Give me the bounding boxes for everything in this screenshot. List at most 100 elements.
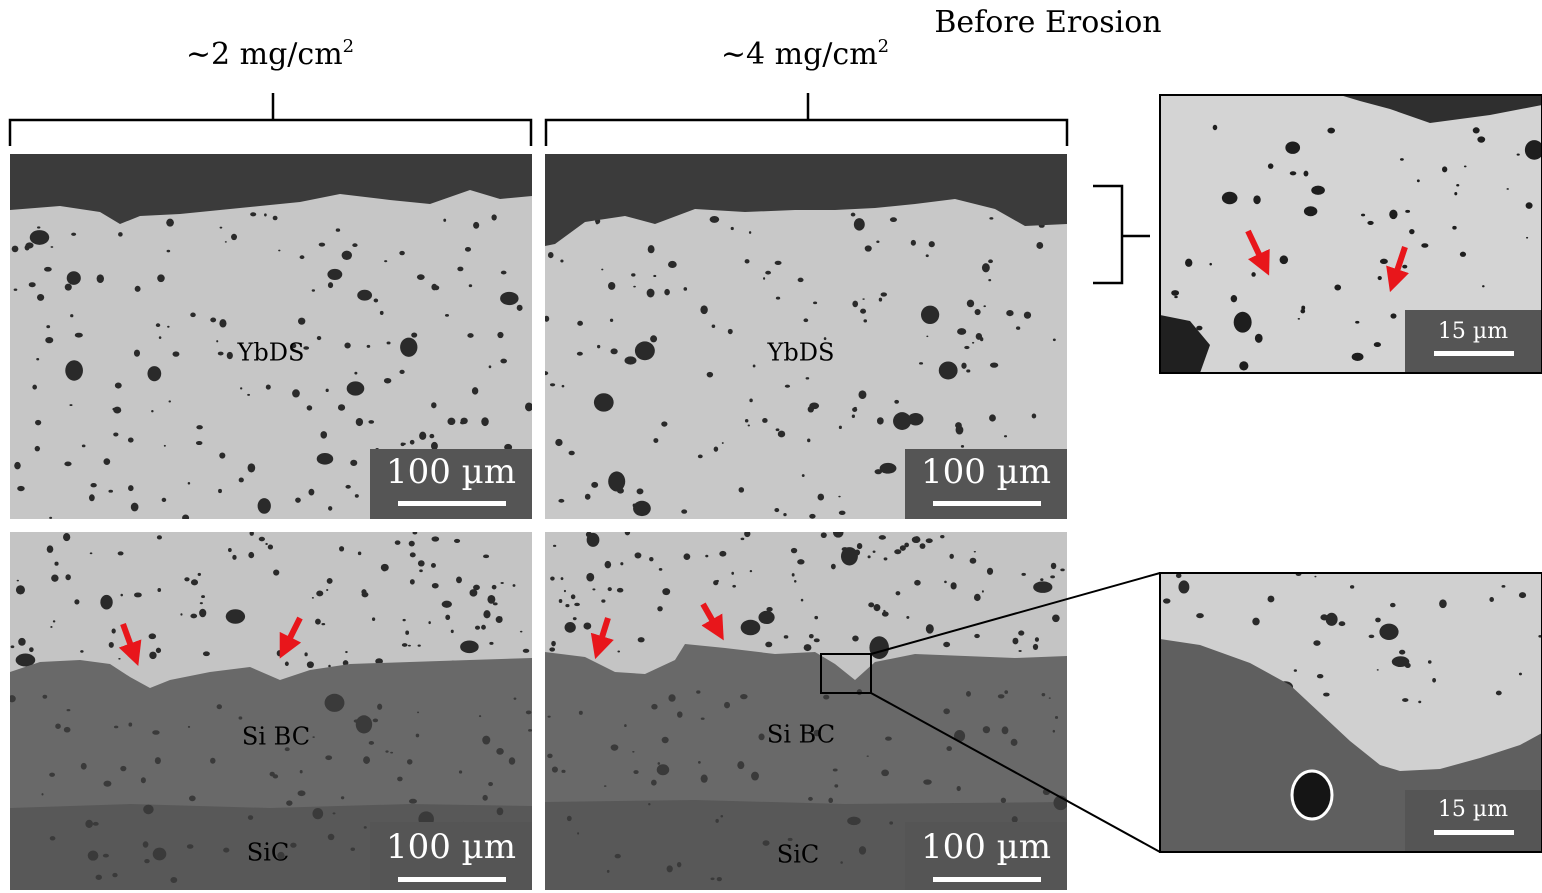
pore	[1304, 171, 1309, 177]
pore	[103, 854, 109, 858]
pore	[356, 418, 363, 426]
pore	[153, 848, 167, 861]
pore	[120, 766, 126, 771]
pore	[1421, 243, 1428, 248]
pore	[292, 389, 300, 397]
pore	[841, 547, 858, 565]
pore	[312, 736, 315, 738]
pore	[347, 381, 365, 395]
pore	[50, 626, 52, 628]
pore	[1004, 435, 1007, 437]
layer-label: YbDS	[237, 339, 305, 367]
pore	[867, 755, 869, 756]
pore	[859, 390, 867, 399]
pore	[720, 815, 723, 817]
pore	[1350, 585, 1354, 589]
pore	[164, 445, 166, 447]
pore	[1163, 598, 1170, 603]
pore	[989, 414, 996, 421]
pore	[483, 610, 490, 618]
pore	[857, 543, 862, 549]
pore	[1174, 296, 1178, 298]
pore	[748, 425, 750, 427]
pore	[1327, 128, 1335, 134]
pore	[225, 241, 227, 243]
pore	[268, 545, 273, 550]
pore	[345, 651, 348, 653]
layer-label: Si BC	[242, 723, 310, 751]
pore	[1046, 588, 1049, 590]
pore	[355, 494, 359, 498]
pore	[653, 275, 656, 277]
pore	[851, 213, 856, 217]
pore	[818, 494, 825, 501]
pore	[565, 604, 569, 607]
pore	[569, 451, 575, 455]
pore	[454, 539, 460, 543]
pore	[273, 216, 278, 221]
pore	[766, 607, 772, 612]
pore	[921, 306, 939, 324]
micrograph: 100 µm Si BC SiC	[545, 528, 1068, 890]
pore	[797, 559, 804, 564]
pore	[88, 850, 99, 860]
pore	[1506, 188, 1508, 190]
pore	[418, 645, 421, 647]
pore	[528, 729, 532, 732]
pore	[152, 730, 159, 735]
pore	[990, 363, 998, 368]
pore	[417, 274, 425, 280]
pore	[751, 772, 759, 781]
pore	[1439, 599, 1447, 608]
pore	[180, 613, 182, 615]
pore	[402, 643, 408, 647]
pore	[1252, 618, 1259, 626]
pore	[1379, 624, 1398, 640]
pore	[1399, 650, 1405, 655]
pore	[85, 820, 93, 828]
pore	[410, 552, 416, 557]
pore	[328, 834, 335, 840]
pore	[745, 419, 748, 423]
pore	[707, 372, 713, 378]
pore	[384, 378, 391, 383]
pore	[445, 615, 450, 620]
pore	[1300, 309, 1305, 313]
pore	[972, 342, 974, 344]
pore	[405, 631, 409, 635]
pore	[80, 650, 83, 653]
pore	[217, 704, 222, 709]
pore	[767, 618, 770, 620]
pore	[358, 552, 361, 556]
pore	[740, 694, 747, 699]
pore	[801, 599, 804, 602]
pore	[120, 594, 122, 597]
pore	[115, 383, 122, 389]
pore	[565, 622, 576, 633]
pore	[90, 552, 93, 554]
pore	[974, 634, 980, 638]
pore	[548, 716, 551, 718]
pore	[605, 561, 612, 568]
pore	[852, 414, 855, 417]
pore	[36, 358, 39, 360]
pore	[1519, 592, 1526, 598]
pore	[625, 529, 630, 535]
pore	[182, 514, 189, 520]
pore	[881, 292, 887, 296]
pore	[1268, 596, 1275, 603]
pore	[475, 626, 480, 630]
pore	[719, 551, 726, 557]
pore	[199, 609, 206, 618]
pore	[307, 661, 314, 668]
pore	[728, 329, 733, 334]
pore	[567, 816, 572, 821]
pore	[717, 877, 722, 881]
pore	[662, 737, 669, 743]
pore	[1050, 575, 1055, 578]
pore	[577, 352, 583, 356]
pore	[258, 498, 271, 514]
pore	[113, 407, 121, 414]
pore	[328, 282, 333, 288]
pore	[1001, 798, 1006, 804]
